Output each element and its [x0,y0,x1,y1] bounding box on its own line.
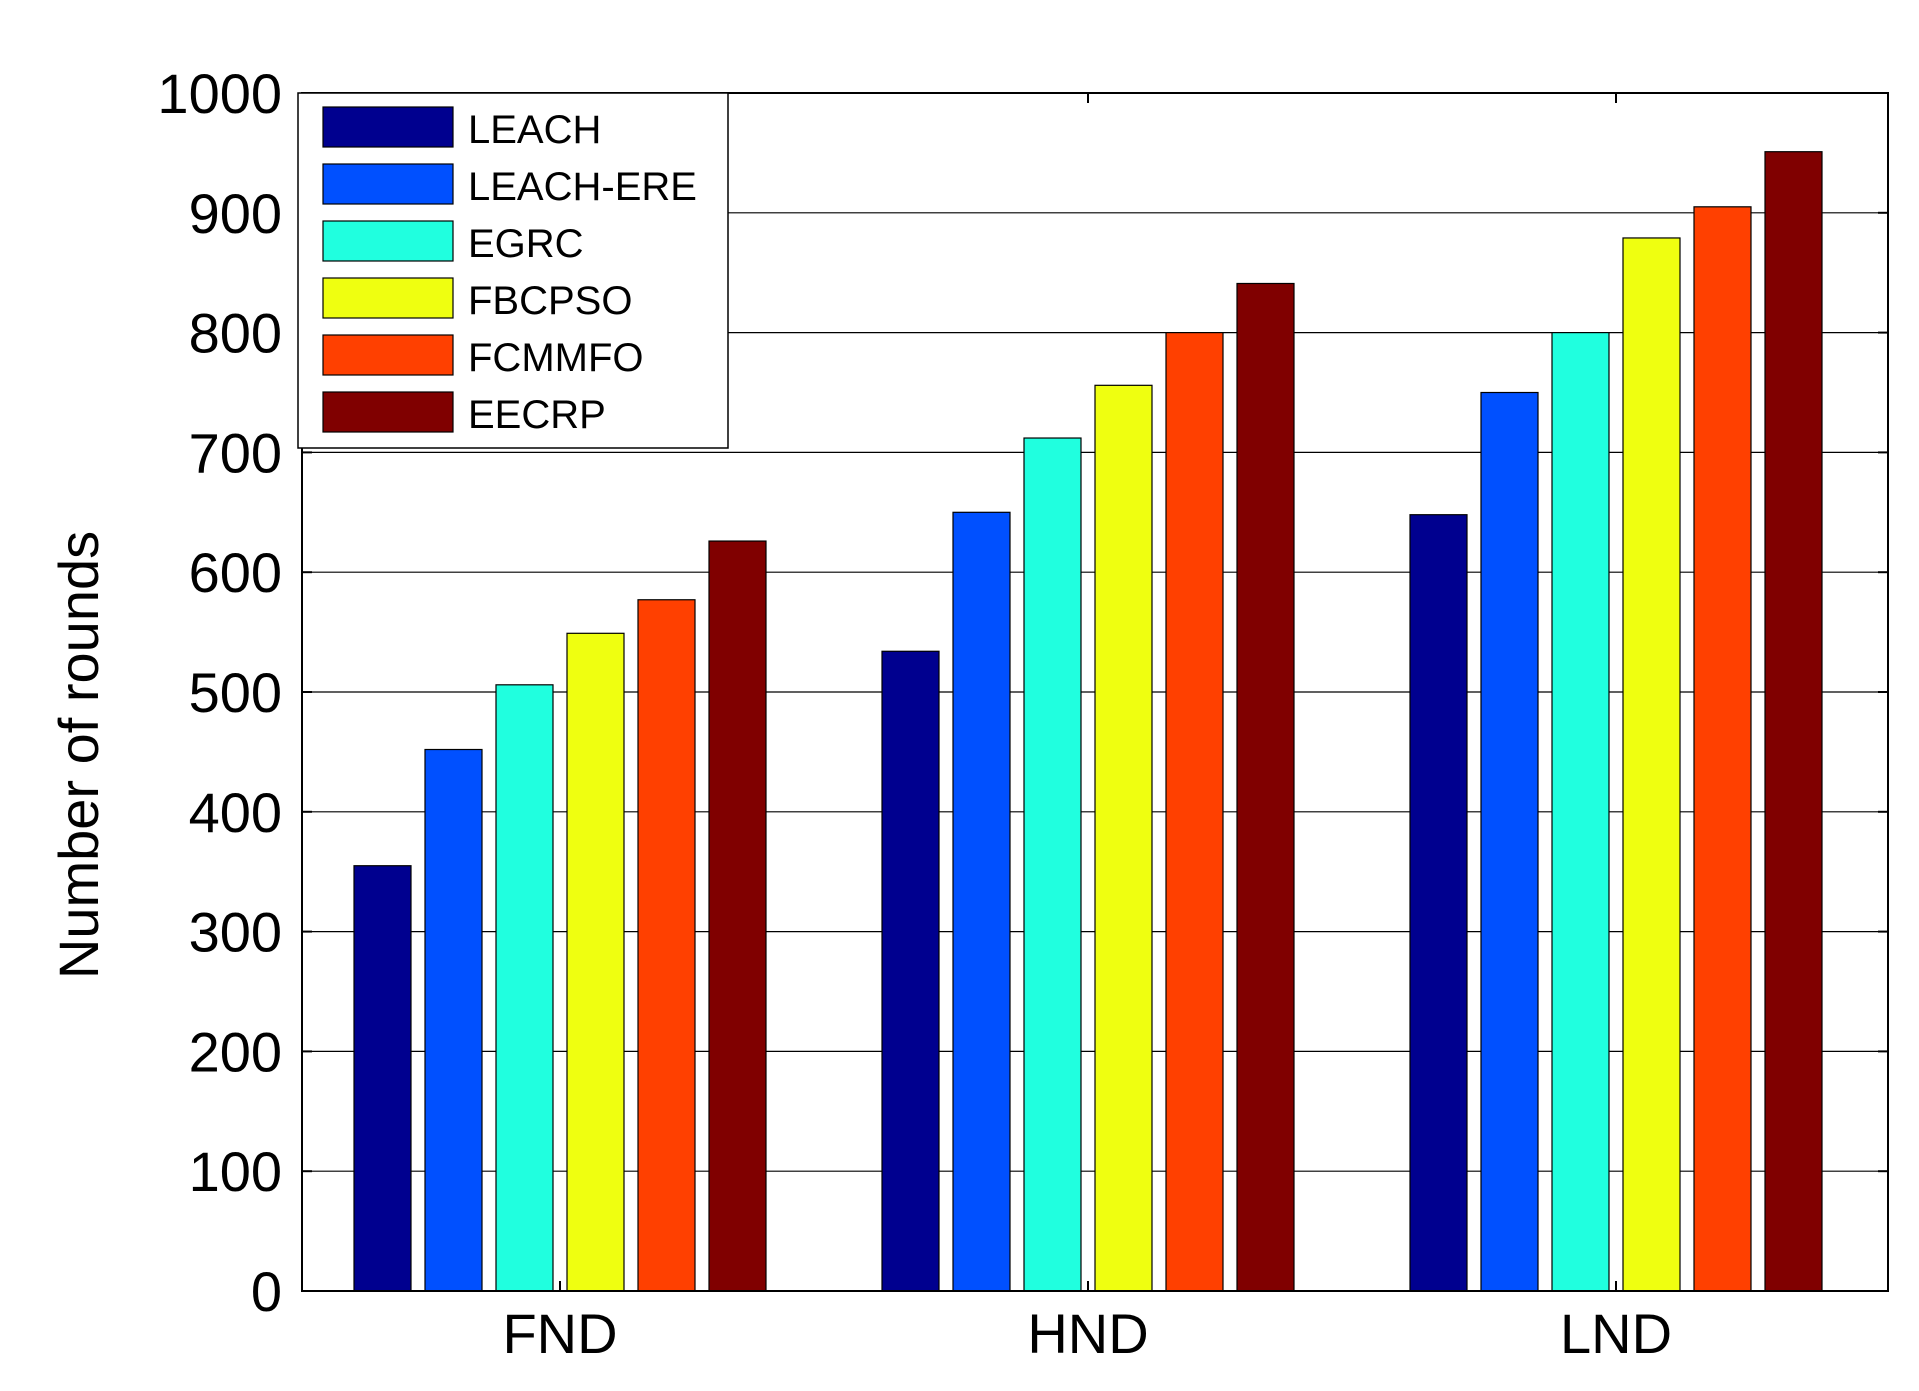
bar-fbcpso-lnd [1622,237,1681,1292]
tick-labels: 0 100 200 300 400 500 600 700 800 900 1000 FND HND LN… [157,62,1672,1365]
x-tick-label: FND [502,1302,617,1365]
legend: LEACH LEACH-ERE EGRC FBCPSO FCMMFO EECRP [297,92,729,449]
bar-fbcpso-fnd [566,632,625,1292]
legend-swatch-egrc [322,220,454,262]
bars [353,151,1823,1292]
bar-eecrp-hnd [1236,282,1295,1292]
bar-fcmmfo-fnd [637,599,696,1292]
legend-swatch-leach [322,106,454,148]
bar-fbcpso-hnd [1094,384,1153,1292]
y-tick-label: 0 [251,1260,282,1323]
y-tick-label: 400 [189,781,282,844]
legend-label-fcmmfo: FCMMFO [468,336,644,380]
y-axis-title: Number of rounds [47,531,110,979]
legend-label-leach-ere: LEACH-ERE [468,165,697,209]
legend-label-egrc: EGRC [468,222,584,266]
bar-egrc-lnd [1551,332,1610,1292]
y-tick-label: 100 [189,1140,282,1203]
bar-fcmmfo-hnd [1165,332,1224,1292]
axes [301,92,1889,1292]
bar-leach-fnd [353,865,412,1292]
y-tick-label: 500 [189,661,282,724]
legend-swatch-fcmmfo [322,334,454,376]
y-tick-label: 200 [189,1020,282,1083]
legend-label-fbcpso: FBCPSO [468,279,632,323]
bar-leach-lnd [1409,514,1468,1292]
bar-leach-ere-lnd [1480,391,1539,1292]
y-tick-label: 700 [189,421,282,484]
y-tick-label: 900 [189,182,282,245]
legend-swatch-leach-ere [322,163,454,205]
x-tick-label: HND [1027,1302,1148,1365]
bar-eecrp-fnd [708,540,767,1292]
bar-leach-hnd [881,650,940,1292]
bar-eecrp-lnd [1764,151,1823,1292]
y-tick-label: 600 [189,541,282,604]
bar-egrc-hnd [1023,437,1082,1292]
y-tick-label: 800 [189,302,282,365]
bar-leach-ere-fnd [424,748,483,1292]
legend-label-eecrp: EECRP [468,393,606,437]
axes-frame [301,92,1889,1292]
bar-egrc-fnd [495,684,554,1292]
legend-swatch-fbcpso [322,277,454,319]
y-tick-label: 300 [189,901,282,964]
legend-box [297,92,729,449]
legend-label-leach: LEACH [468,108,601,152]
legend-swatch-eecrp [322,391,454,433]
bar-leach-ere-hnd [952,511,1011,1292]
bar-fcmmfo-lnd [1693,206,1752,1292]
y-tick-label: 1000 [157,62,282,125]
x-tick-label: LND [1560,1302,1672,1365]
